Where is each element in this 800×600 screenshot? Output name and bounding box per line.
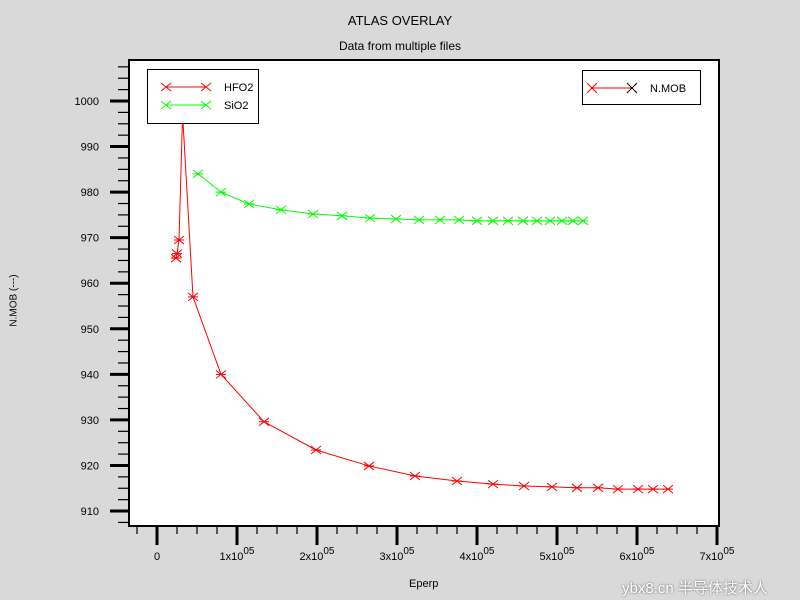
data-point-sio2 xyxy=(544,216,556,226)
data-point-sio2 xyxy=(390,214,402,224)
legend-box xyxy=(147,69,259,124)
data-point-hfo2 xyxy=(571,483,583,493)
data-point-hfo2 xyxy=(310,445,322,455)
data-point-sio2 xyxy=(531,216,543,226)
data-point-sio2 xyxy=(517,216,529,226)
watermark: ybx8.cn 半导体技术人 xyxy=(622,580,768,597)
data-point-sio2 xyxy=(413,215,425,225)
plot-frame xyxy=(128,59,720,527)
data-point-hfo2 xyxy=(632,484,644,494)
data-point-hfo2 xyxy=(409,471,421,481)
data-point-hfo2 xyxy=(173,235,185,245)
x-tick-label: 4x1005 xyxy=(460,546,495,563)
data-point-sio2 xyxy=(471,216,483,226)
data-point-sio2 xyxy=(453,215,465,225)
data-point-sio2 xyxy=(502,216,514,226)
x-tick-label: 7x1005 xyxy=(700,546,735,563)
data-point-sio2 xyxy=(336,211,348,221)
x-axis-label: Eperp xyxy=(409,578,439,590)
y-tick-label: 990 xyxy=(81,142,99,154)
legend-label-sio2: SiO2 xyxy=(224,100,249,112)
y-tick-label: 930 xyxy=(81,415,99,427)
data-point-sio2 xyxy=(434,215,446,225)
data-point-sio2 xyxy=(577,216,589,226)
x-tick-label: 1x1005 xyxy=(220,546,255,563)
chart-subtitle: Data from multiple files xyxy=(338,39,462,53)
data-point-hfo2 xyxy=(647,484,659,494)
data-point-sio2 xyxy=(275,205,287,215)
data-point-hfo2 xyxy=(215,369,227,379)
data-point-hfo2 xyxy=(258,417,270,427)
legend2-label-nmob: N.MOB xyxy=(650,83,687,95)
data-point-hfo2 xyxy=(662,484,674,494)
y-tick-label: 980 xyxy=(81,187,99,199)
y-tick-label: 940 xyxy=(81,369,99,381)
y-tick-label: 970 xyxy=(81,233,99,245)
x-tick-label: 5x1005 xyxy=(540,546,575,563)
y-tick-label: 920 xyxy=(81,460,99,472)
x-tick-label: 6x1005 xyxy=(620,546,655,563)
data-point-sio2 xyxy=(215,187,227,197)
legend-label-hfo2: HFO2 xyxy=(224,82,254,94)
data-point-sio2 xyxy=(192,169,204,179)
data-point-hfo2 xyxy=(363,461,375,471)
x-tick-label: 3x1005 xyxy=(380,546,415,563)
x-tick-label: 0 xyxy=(154,551,160,563)
data-point-hfo2 xyxy=(546,482,558,492)
data-point-sio2 xyxy=(364,213,376,223)
data-point-hfo2 xyxy=(612,484,624,494)
chart-title: ATLAS OVERLAY xyxy=(347,13,453,28)
data-point-sio2 xyxy=(556,216,568,226)
y-tick-label: 1000 xyxy=(75,96,99,108)
data-point-hfo2 xyxy=(187,292,199,302)
data-point-hfo2 xyxy=(171,249,183,259)
x-tick-label: 2x1005 xyxy=(300,546,335,563)
data-point-hfo2 xyxy=(487,479,499,489)
data-point-hfo2 xyxy=(592,483,604,493)
y-tick-label: 910 xyxy=(81,506,99,518)
data-point-hfo2 xyxy=(451,476,463,486)
data-point-hfo2 xyxy=(518,481,530,491)
y-tick-label: 960 xyxy=(81,278,99,290)
y-tick-label: 950 xyxy=(81,324,99,336)
data-point-sio2 xyxy=(567,216,579,226)
data-point-sio2 xyxy=(307,209,319,219)
data-point-sio2 xyxy=(243,199,255,209)
data-point-sio2 xyxy=(487,216,499,226)
